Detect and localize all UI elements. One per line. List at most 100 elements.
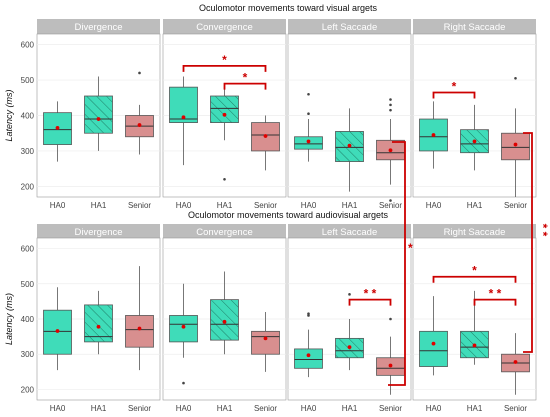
box-senior xyxy=(501,76,530,197)
outlier-point xyxy=(348,293,351,296)
box-body xyxy=(169,315,198,343)
bracket-line xyxy=(182,64,267,72)
x-tick-label: HA0 xyxy=(50,404,66,413)
x-tick-label: HA1 xyxy=(467,201,483,210)
significance-label: * xyxy=(452,79,457,93)
y-tick-label: 300 xyxy=(21,147,35,156)
box-body xyxy=(84,304,113,343)
panel-strip-label: Convergence xyxy=(196,22,253,33)
box-ha1 xyxy=(335,108,364,192)
x-tick-label: HA1 xyxy=(217,404,233,413)
panel-strip xyxy=(163,224,286,238)
x-tick-label: Senior xyxy=(128,404,151,413)
significance-bracket: * xyxy=(223,71,267,90)
significance-label: * * xyxy=(364,287,377,301)
mean-point xyxy=(263,134,268,138)
bracket-line xyxy=(432,91,476,99)
y-tick-label: 200 xyxy=(21,385,35,394)
box-ha1 xyxy=(210,271,239,355)
panel-strip xyxy=(288,19,411,34)
mean-point xyxy=(222,112,227,117)
outlier-point xyxy=(307,312,310,316)
mean-point xyxy=(431,341,436,346)
x-tick-label: Senior xyxy=(379,201,402,210)
panel-strip-label: Divergence xyxy=(74,22,122,33)
box-ha0 xyxy=(43,287,72,371)
mean-point xyxy=(137,326,142,331)
box-ha0 xyxy=(294,312,323,378)
cross-comparison-left: * xyxy=(388,141,413,386)
panel-strip-label: Right Saccade xyxy=(444,227,506,238)
row-title-audiovisual: Oculomotor movements toward audiovisual … xyxy=(188,210,389,220)
box-body xyxy=(210,95,239,123)
x-tick-label: HA0 xyxy=(176,404,192,413)
box-ha1 xyxy=(335,293,364,371)
bracket-line xyxy=(348,298,392,306)
x-tick-label: Senior xyxy=(254,201,277,210)
y-axis-label: Latency (ms) xyxy=(4,293,14,345)
x-tick-label: HA1 xyxy=(342,404,358,413)
y-tick-label: 500 xyxy=(21,76,35,85)
x-tick-label: Senior xyxy=(379,404,402,413)
x-tick-label: HA0 xyxy=(301,201,317,210)
mean-point xyxy=(347,345,352,350)
cross-comparison-right: * * xyxy=(523,132,550,353)
x-tick-label: Senior xyxy=(504,201,527,210)
mean-point xyxy=(513,360,518,364)
box-ha0 xyxy=(294,92,323,162)
significance-bracket: * * xyxy=(348,287,392,306)
mean-point xyxy=(388,148,393,153)
panel-0-divergence: Divergence 200 300 400 500 600 Latency (ms) HA0… xyxy=(4,19,161,210)
box-senior xyxy=(501,333,530,395)
mean-point xyxy=(431,133,436,137)
significance-label: * xyxy=(222,53,227,67)
panel-strip-label: Right Saccade xyxy=(444,22,506,33)
box-body xyxy=(294,348,323,369)
mean-point xyxy=(263,336,268,341)
panel-strip-label: Convergence xyxy=(196,227,253,238)
panel-strip xyxy=(413,224,536,238)
box-ha1 xyxy=(84,290,113,355)
panel-strip-label: Left Saccade xyxy=(322,22,377,33)
bracket-line xyxy=(388,141,406,386)
x-tick-label: HA0 xyxy=(301,404,317,413)
significance-label: * xyxy=(408,241,413,255)
x-tick-label: HA0 xyxy=(50,201,66,210)
outlier-point xyxy=(389,98,392,101)
bracket-line xyxy=(523,132,533,353)
row-title-visual: Oculomotor movements toward visual arget… xyxy=(199,3,378,13)
box-body xyxy=(84,95,113,134)
box-senior xyxy=(251,311,280,372)
outlier-point xyxy=(138,71,141,75)
outlier-point xyxy=(389,108,392,112)
bracket-line xyxy=(432,275,517,283)
panel-0-right-saccade: Right Saccade HA0 HA1 Senior * xyxy=(412,19,537,210)
box-ha0 xyxy=(169,283,198,385)
x-tick-label: HA0 xyxy=(426,404,442,413)
panel-1-left-saccade: Left Saccade HA0 HA1 Senior * * xyxy=(287,224,412,413)
y-tick-label: 400 xyxy=(21,112,35,121)
mean-point xyxy=(96,324,101,329)
box-ha0 xyxy=(169,76,198,166)
mean-point xyxy=(181,324,186,329)
box-ha1 xyxy=(460,104,489,171)
x-tick-label: Senior xyxy=(254,404,277,413)
significance-label: * * xyxy=(536,224,550,237)
box-body xyxy=(251,330,280,355)
x-tick-label: Senior xyxy=(504,404,527,413)
mean-point xyxy=(472,139,477,144)
box-body xyxy=(501,132,530,161)
y-tick-label: 500 xyxy=(21,280,35,289)
y-axis-label: Latency (ms) xyxy=(4,89,14,141)
panel-strip xyxy=(37,224,160,238)
box-senior xyxy=(251,115,280,171)
significance-bracket: * xyxy=(182,53,267,72)
outlier-point xyxy=(389,199,392,202)
x-tick-label: HA1 xyxy=(217,201,233,210)
x-tick-label: Senior xyxy=(128,201,151,210)
box-ha1 xyxy=(84,76,113,151)
outlier-point xyxy=(307,92,310,96)
bracket-line xyxy=(473,298,517,306)
panel-0-convergence: Convergence HA0 HA1 Senior * * xyxy=(162,19,287,210)
bracket-line xyxy=(223,82,267,90)
